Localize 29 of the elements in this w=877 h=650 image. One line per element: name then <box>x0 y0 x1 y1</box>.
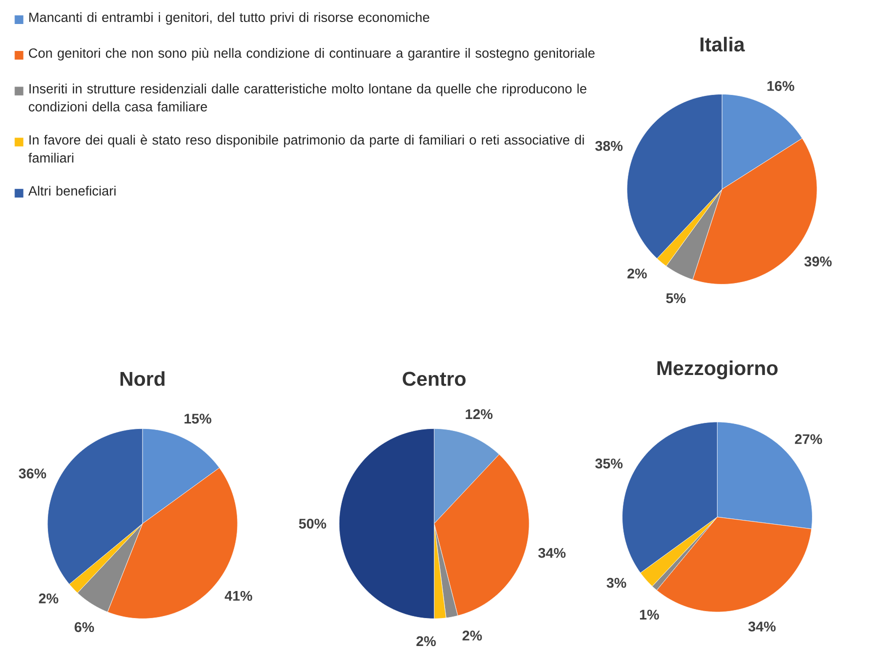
data-label: 34% <box>748 622 776 632</box>
data-label: 34% <box>538 548 566 558</box>
data-label: 38% <box>595 140 623 151</box>
data-label: 2% <box>38 593 58 604</box>
data-label: 3% <box>606 578 626 588</box>
legend-label: Con genitori che non sono più nella condizione di continuare a garantire il sostegno genitoriale <box>28 48 595 60</box>
data-label: 36% <box>18 468 46 478</box>
legend-label: Mancanti di entrambi i genitori, del tutto privi di risorse economiche <box>29 12 430 25</box>
data-label: 16% <box>767 81 794 91</box>
data-label: 27% <box>794 434 822 444</box>
data-label: 35% <box>595 458 623 468</box>
legend-label: Inseriti in strutture residenziali dalle caratteristiche molto lontane da quelle che riproducono le condizioni della casa familiare <box>28 84 586 112</box>
data-label: 2% <box>627 268 647 278</box>
text: Italia <box>700 36 745 52</box>
data-label: 1% <box>640 610 659 620</box>
data-label: 15% <box>184 414 212 424</box>
data-label: 5% <box>666 293 686 304</box>
chart-title: Centro <box>402 372 466 386</box>
data-label: 50% <box>298 518 326 529</box>
data-label: 41% <box>224 590 252 601</box>
data-label: 2% <box>462 630 482 640</box>
data-label: 6% <box>74 622 94 632</box>
data-label: 12% <box>466 409 493 420</box>
legend-label: In favore dei quali è stato reso disponibile patrimonio da parte di familiari o reti associative di familiari <box>28 134 584 163</box>
data-label: 39% <box>804 256 832 266</box>
data-label: 2% <box>416 636 436 646</box>
chart-title: Nord <box>120 371 165 386</box>
legend-label: Altri beneficiari <box>28 186 116 196</box>
chart-title: Mezzogiorno <box>657 360 778 380</box>
